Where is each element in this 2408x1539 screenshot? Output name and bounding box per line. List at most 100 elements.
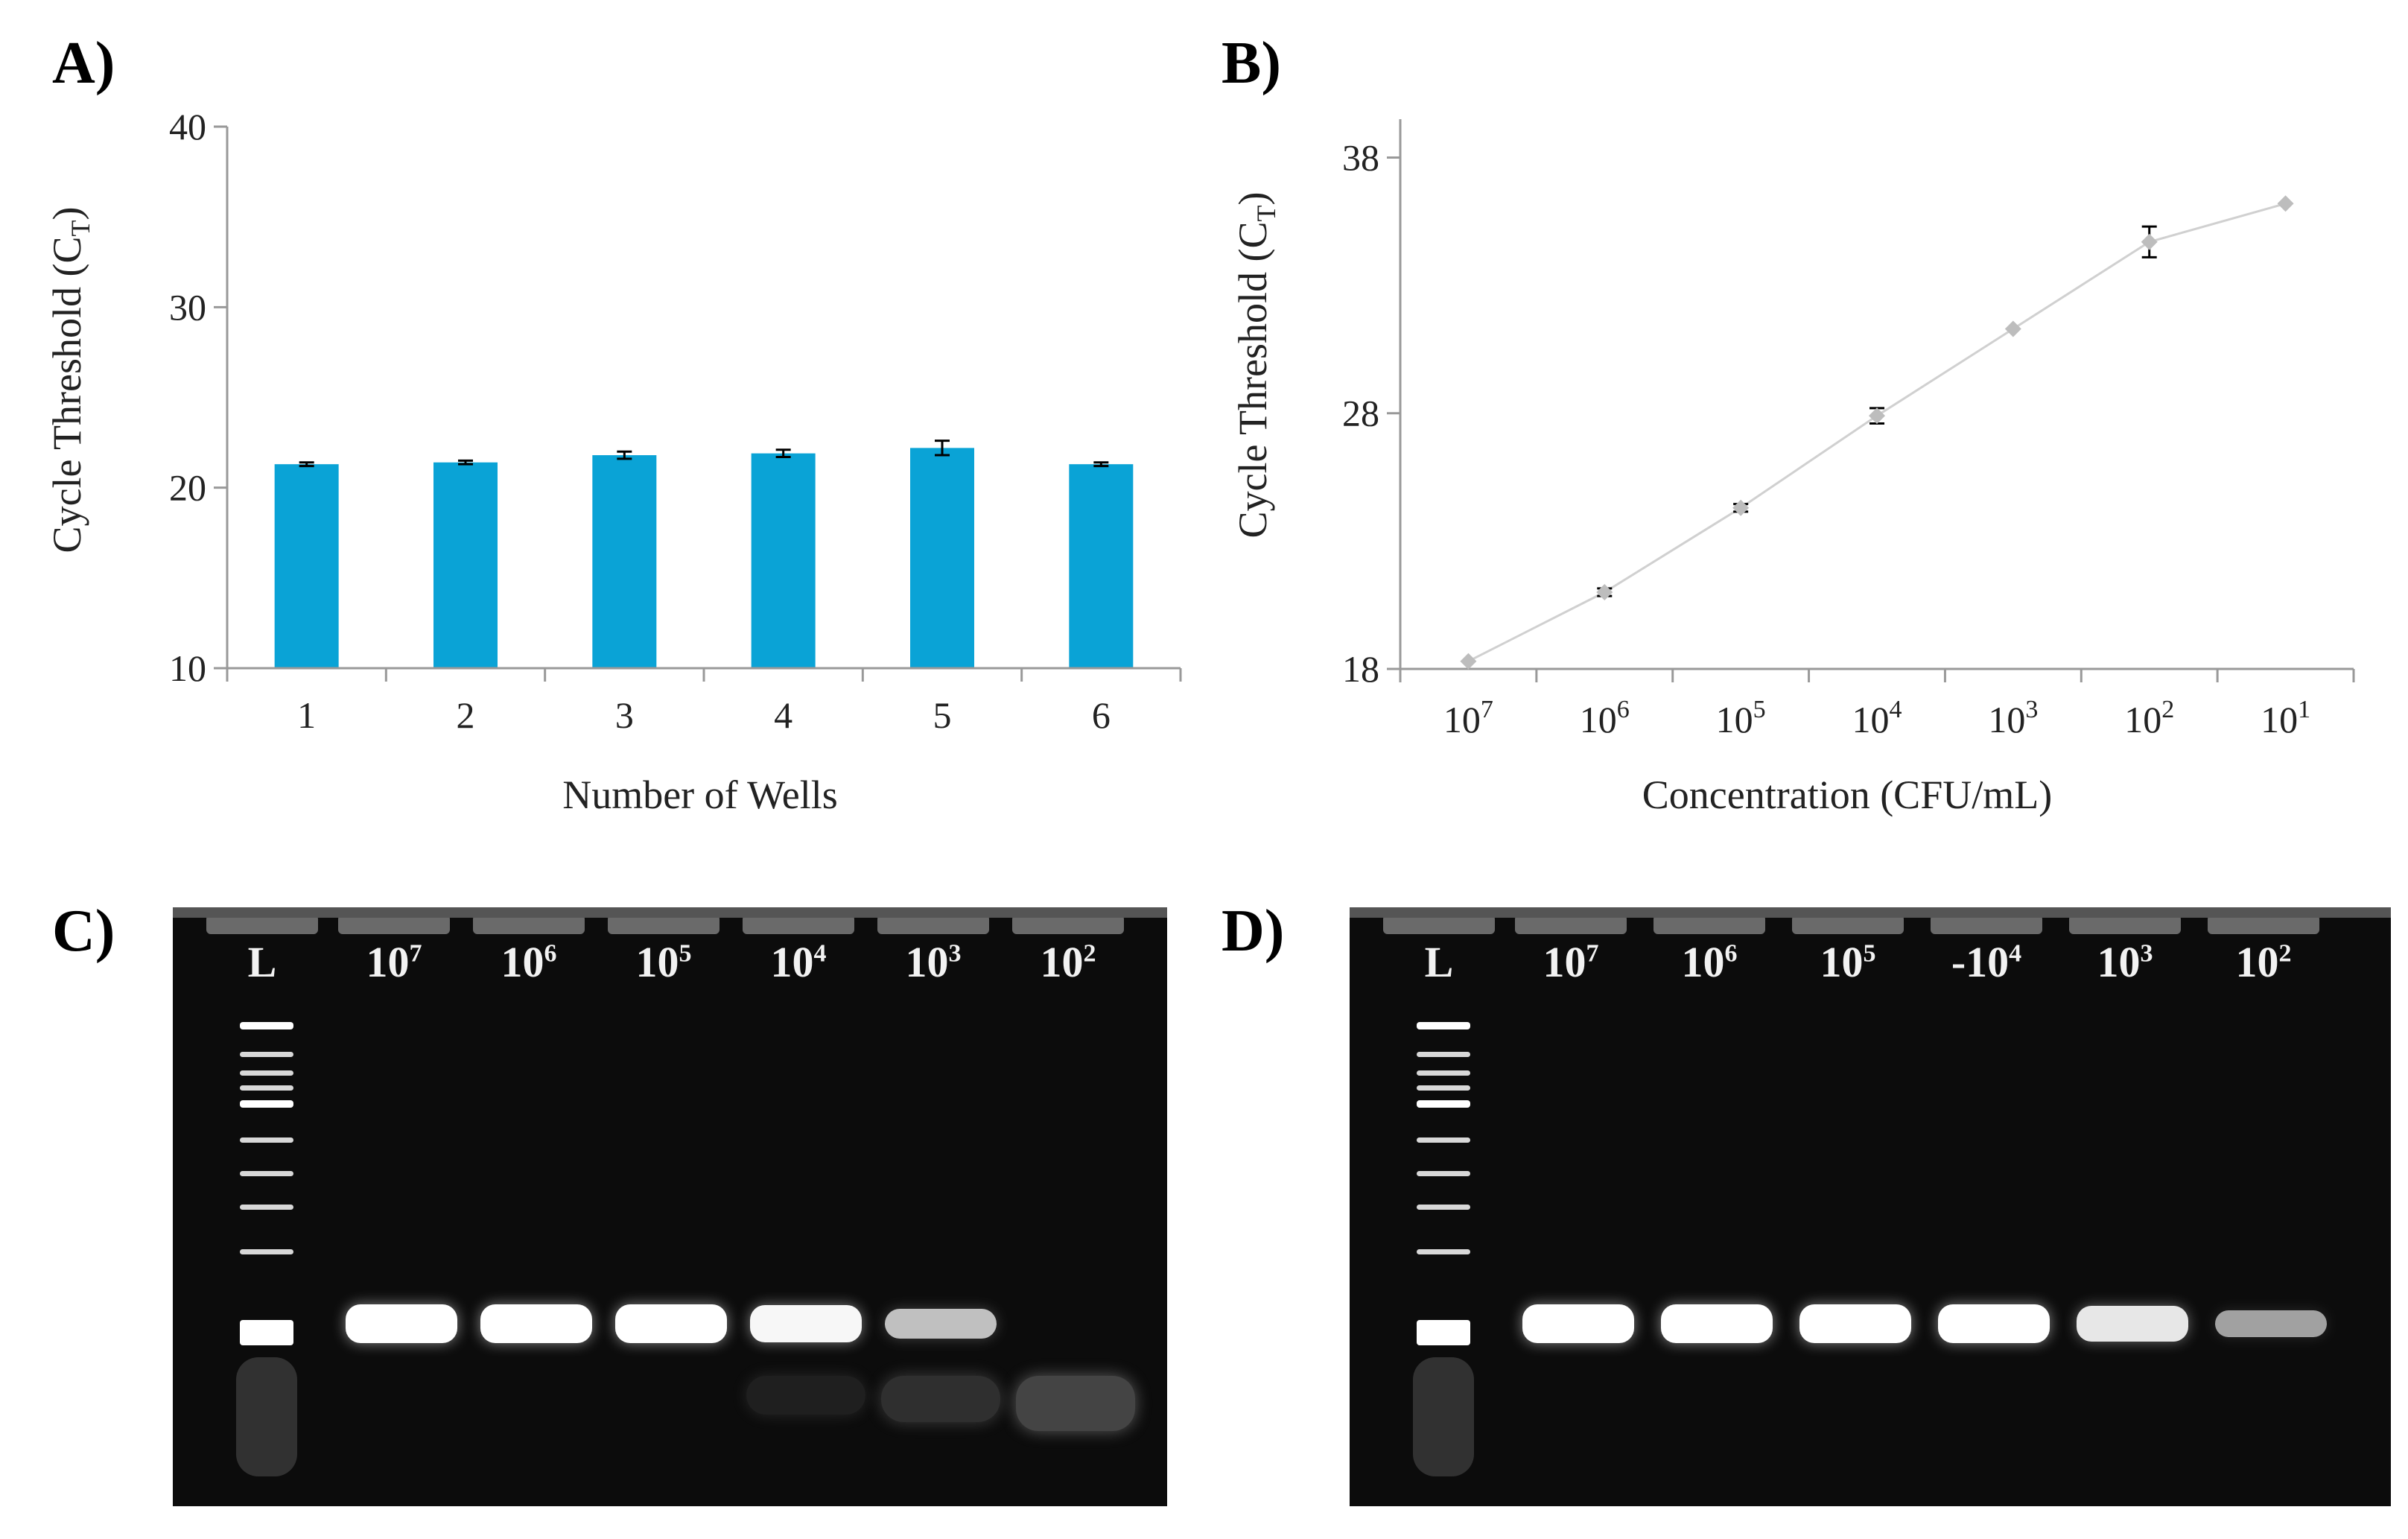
y-tick-label: 38	[1342, 136, 1379, 178]
y-tick-label: 18	[1342, 648, 1379, 690]
ladder-band	[1417, 1085, 1470, 1091]
ladder-band	[240, 1052, 293, 1057]
y-axis-title: Cycle Threshold (CT)	[45, 207, 95, 553]
data-point	[1460, 653, 1477, 670]
gel-image-c: L 107 106 105 104 103 102	[173, 907, 1167, 1506]
x-tick-label: 102	[2124, 696, 2174, 740]
lane-label-base: 10	[2235, 938, 2279, 986]
lane-label: 106	[1653, 937, 1765, 987]
ladder-band	[240, 1137, 293, 1143]
ladder-band	[1417, 1249, 1470, 1254]
lane-label: 107	[1515, 937, 1627, 987]
ladder-band	[240, 1022, 293, 1029]
lane-label-exponent: 5	[679, 939, 692, 968]
lane-label-base: 10	[905, 938, 949, 986]
x-axis-title: Number of Wells	[562, 772, 838, 817]
gel-well	[1931, 918, 2042, 934]
y-tick-label: 10	[169, 647, 206, 689]
primer-dimer-smear	[746, 1376, 865, 1415]
data-point	[2277, 195, 2294, 212]
lane-label: 102	[1012, 937, 1124, 987]
lane-label: -104	[1931, 937, 2042, 987]
bar-series	[274, 440, 1134, 668]
lane-label-exponent: 3	[2140, 939, 2153, 968]
data-point	[2141, 233, 2158, 250]
panel-label-a: A)	[52, 31, 115, 96]
lane-label-exponent: 2	[1083, 939, 1096, 968]
lane-label: 106	[473, 937, 585, 987]
y-axis-title: Cycle Threshold (CT)	[1230, 192, 1281, 539]
ladder-label: L	[247, 938, 277, 986]
ladder-band	[1417, 1052, 1470, 1057]
data-point	[1596, 584, 1613, 601]
bar	[751, 453, 816, 668]
gel-image-d: L 107 106 105 -104 103 102	[1350, 907, 2391, 1506]
x-tick-base: 10	[1988, 699, 2025, 740]
bar	[274, 464, 339, 668]
x-tick-exponent: 3	[2025, 696, 2038, 723]
y-axis-title-end: )	[1230, 192, 1275, 206]
ladder-band	[1417, 1022, 1470, 1029]
ladder-smear	[1413, 1357, 1474, 1476]
lane-label: 104	[743, 937, 854, 987]
chart-axes	[1387, 119, 2355, 682]
lane-label-exponent: 2	[2278, 939, 2292, 968]
x-tick-label: 105	[1716, 696, 1766, 740]
lane-label-exponent: 3	[948, 939, 962, 968]
ladder-band	[240, 1171, 293, 1176]
y-tick-label: 40	[169, 106, 206, 147]
data-point	[1869, 407, 1885, 425]
y-tick-label: 30	[169, 286, 206, 328]
y-tick-label: 28	[1342, 393, 1379, 434]
x-tick-exponent: 2	[2161, 696, 2174, 723]
ladder-band	[240, 1070, 293, 1076]
gel-well	[2069, 918, 2181, 934]
lane-label-base: 10	[1681, 938, 1725, 986]
lane-label-exponent: 4	[813, 939, 827, 968]
panel-label-b: B)	[1222, 31, 1281, 96]
gel-well	[1515, 918, 1627, 934]
primer-dimer-smear	[1016, 1376, 1135, 1431]
x-tick-label: 2	[457, 694, 475, 736]
ladder-label: L	[1424, 938, 1454, 986]
x-tick-label: 6	[1092, 694, 1111, 736]
x-tick-exponent: 1	[2298, 696, 2310, 723]
lane-label-base: 10	[1820, 938, 1864, 986]
y-axis-title-sub: T	[66, 220, 95, 237]
pcr-band	[615, 1304, 727, 1343]
x-tick-base: 10	[1580, 699, 1617, 740]
ladder-band	[240, 1249, 293, 1254]
lane-label: 103	[877, 937, 989, 987]
pcr-band	[346, 1304, 457, 1343]
lane-label-base: 10	[2097, 938, 2141, 986]
lane-label: 107	[338, 937, 450, 987]
gel-well	[1792, 918, 1904, 934]
x-tick-base: 10	[1716, 699, 1753, 740]
line-series	[1460, 195, 2294, 670]
gel-well	[1012, 918, 1124, 934]
lane-label-base: 10	[1966, 938, 2010, 986]
pcr-band	[1522, 1304, 1634, 1343]
ladder-band	[1417, 1205, 1470, 1210]
bar	[592, 455, 657, 668]
x-tick-label: 103	[1988, 696, 2038, 740]
bar	[910, 448, 974, 668]
gel-well	[877, 918, 989, 934]
lane-label-base: 10	[501, 938, 544, 986]
ladder-band	[240, 1320, 293, 1345]
gel-well	[338, 918, 450, 934]
lane-label-exponent: 6	[544, 939, 557, 968]
pcr-band	[480, 1304, 592, 1343]
y-axis-title-main: Cycle Threshold (C	[1230, 222, 1275, 539]
ladder-band	[240, 1205, 293, 1210]
x-tick-exponent: 4	[1890, 696, 1902, 723]
gel-well	[743, 918, 854, 934]
x-tick-label: 3	[615, 694, 634, 736]
x-tick-label: 5	[933, 694, 952, 736]
y-axis-title-main: Cycle Threshold (C	[45, 237, 89, 553]
lane-label: 103	[2069, 937, 2181, 987]
bar	[1069, 464, 1134, 668]
data-point	[2004, 320, 2021, 337]
